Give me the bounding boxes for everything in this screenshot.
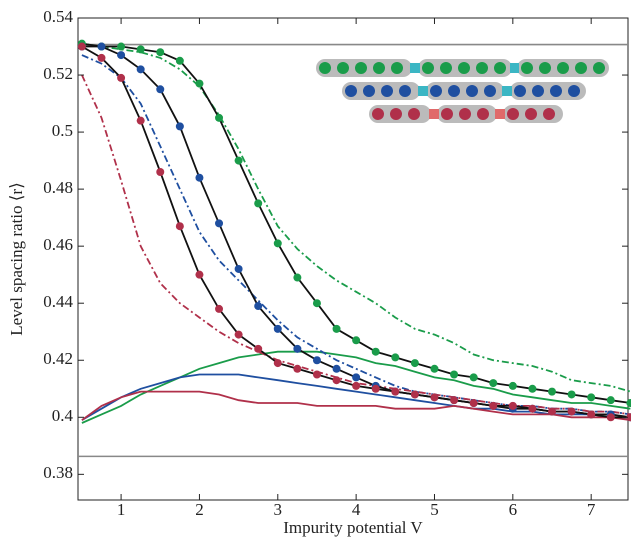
y-tick-label: 0.48: [43, 178, 73, 197]
data-point: [117, 42, 126, 51]
data-point: [156, 48, 165, 57]
data-point: [391, 353, 400, 362]
data-point: [371, 384, 380, 393]
data-point: [136, 116, 145, 125]
x-axis-title: Impurity potential V: [283, 518, 423, 537]
data-point: [548, 407, 557, 416]
data-point: [254, 199, 263, 208]
data-point: [97, 53, 106, 62]
plot-area: [77, 39, 631, 458]
data-point: [254, 302, 263, 311]
data-point: [156, 85, 165, 94]
data-point: [195, 79, 204, 88]
data-point: [352, 336, 361, 345]
data-point: [273, 359, 282, 368]
data-point: [587, 410, 596, 419]
data-point: [548, 387, 557, 396]
data-point: [469, 373, 478, 382]
data-point: [489, 379, 498, 388]
data-point: [293, 344, 302, 353]
series-line: [81, 42, 631, 393]
data-point: [450, 396, 459, 405]
data-point: [606, 396, 615, 405]
data-point: [273, 239, 282, 248]
data-point: [312, 299, 321, 308]
x-tick-label: 6: [509, 500, 518, 519]
data-point: [195, 270, 204, 279]
data-point: [234, 264, 243, 273]
data-point: [293, 364, 302, 373]
y-axis-title: Level spacing ratio ⟨r⟩: [7, 182, 26, 335]
chain-illustration: [316, 59, 609, 123]
data-point: [391, 387, 400, 396]
data-point: [371, 347, 380, 356]
data-point: [626, 399, 631, 408]
data-point: [215, 113, 224, 122]
data-point: [156, 168, 165, 177]
data-point: [489, 401, 498, 410]
data-point: [606, 413, 615, 422]
data-point: [117, 51, 126, 60]
data-point: [175, 122, 184, 131]
data-point: [332, 376, 341, 385]
x-tick-label: 4: [352, 500, 361, 519]
data-point: [626, 413, 631, 422]
data-point: [469, 399, 478, 408]
y-tick-label: 0.5: [52, 121, 73, 140]
x-tick-label: 3: [274, 500, 283, 519]
data-point: [352, 373, 361, 382]
series-line: [81, 373, 631, 421]
data-point: [528, 384, 537, 393]
data-point: [136, 45, 145, 54]
y-tick-label: 0.38: [43, 463, 73, 482]
data-point: [234, 156, 243, 165]
data-point: [175, 222, 184, 231]
data-point: [352, 381, 361, 390]
data-point: [117, 73, 126, 82]
data-point: [567, 407, 576, 416]
data-point: [312, 356, 321, 365]
y-tick-label: 0.54: [43, 7, 73, 26]
data-point: [430, 393, 439, 402]
y-tick-label: 0.52: [43, 64, 73, 83]
data-point: [450, 370, 459, 379]
data-point: [508, 401, 517, 410]
x-tick-label: 1: [117, 500, 126, 519]
data-point: [312, 370, 321, 379]
data-point: [175, 56, 184, 65]
data-point: [195, 173, 204, 182]
x-tick-label: 7: [587, 500, 596, 519]
data-point: [215, 219, 224, 228]
data-point: [77, 42, 86, 51]
data-point: [508, 381, 517, 390]
y-tick-label: 0.44: [43, 292, 73, 311]
y-tick-label: 0.42: [43, 349, 73, 368]
data-point: [587, 393, 596, 402]
data-point: [293, 273, 302, 282]
data-point: [254, 344, 263, 353]
data-point: [97, 42, 106, 51]
x-tick-label: 5: [430, 500, 439, 519]
x-tick-label: 2: [195, 500, 204, 519]
data-point: [332, 364, 341, 373]
data-point: [410, 390, 419, 399]
data-point: [332, 324, 341, 333]
data-point: [567, 390, 576, 399]
data-point: [273, 324, 282, 333]
y-tick-label: 0.46: [43, 235, 73, 254]
y-tick-label: 0.4: [52, 406, 74, 425]
data-point: [215, 304, 224, 313]
series-line: [81, 390, 631, 421]
data-point: [528, 404, 537, 413]
data-point: [136, 65, 145, 74]
data-point: [430, 364, 439, 373]
data-point: [234, 330, 243, 339]
data-point: [410, 359, 419, 368]
